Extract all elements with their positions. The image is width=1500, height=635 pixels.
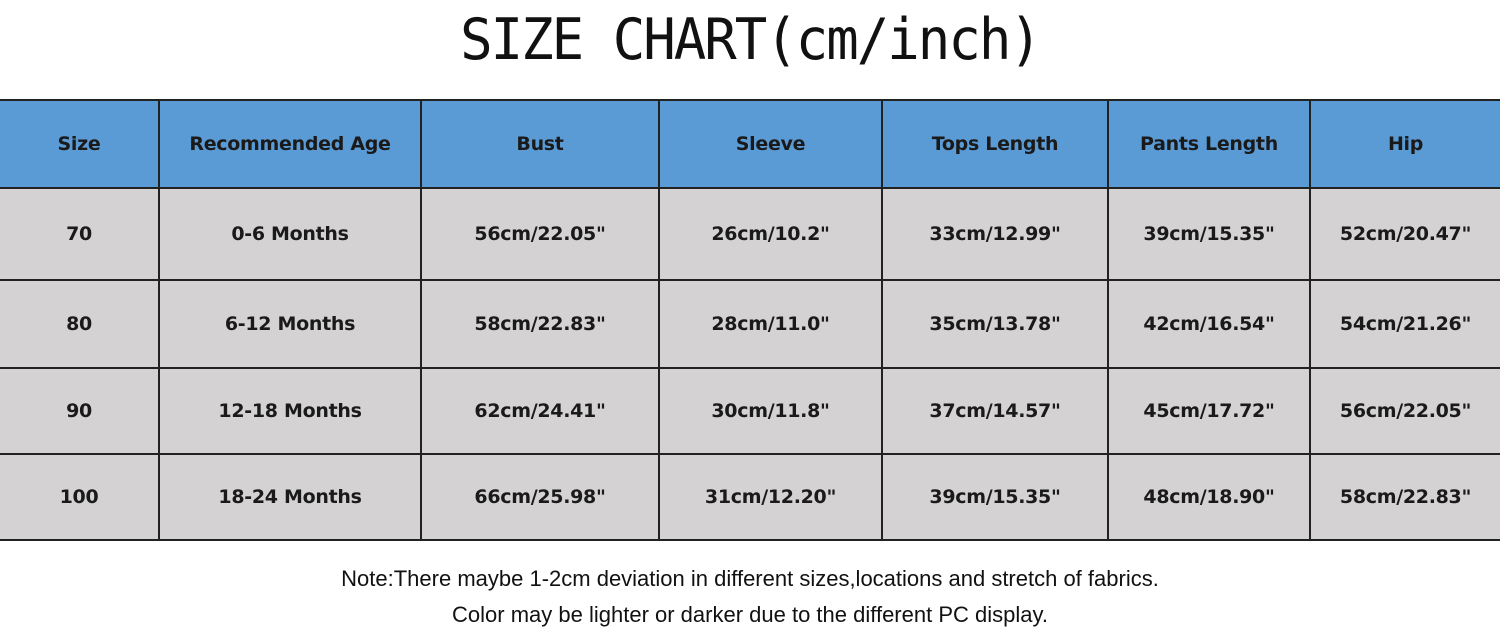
cell-bust: 58cm/22.83" [420, 279, 660, 369]
table-row: 100 18-24 Months 66cm/25.98" 31cm/12.20" 39c… [0, 453, 1500, 541]
cell-pants-length: 45cm/17.72" [1107, 367, 1311, 455]
size-table: Size Recommended Age Bust Sleeve Tops Le… [0, 99, 1500, 541]
cell-age: 18-24 Months [158, 453, 422, 541]
cell-tops-length: 39cm/15.35" [881, 453, 1109, 541]
header-hip: Hip [1309, 99, 1500, 189]
cell-age: 12-18 Months [158, 367, 422, 455]
cell-age: 6-12 Months [158, 279, 422, 369]
cell-tops-length: 33cm/12.99" [881, 187, 1109, 281]
cell-hip: 56cm/22.05" [1309, 367, 1500, 455]
cell-bust: 66cm/25.98" [420, 453, 660, 541]
cell-sleeve: 26cm/10.2" [658, 187, 883, 281]
note-line-1: Note:There maybe 1-2cm deviation in diff… [341, 566, 1159, 591]
table-row: 90 12-18 Months 62cm/24.41" 30cm/11.8" 37cm/… [0, 367, 1500, 455]
cell-hip: 58cm/22.83" [1309, 453, 1500, 541]
cell-hip: 52cm/20.47" [1309, 187, 1500, 281]
cell-pants-length: 42cm/16.54" [1107, 279, 1311, 369]
table-row: 80 6-12 Months 58cm/22.83" 28cm/11.0" 35cm/1… [0, 279, 1500, 369]
cell-sleeve: 30cm/11.8" [658, 367, 883, 455]
header-pants-length: Pants Length [1107, 99, 1311, 189]
cell-bust: 62cm/24.41" [420, 367, 660, 455]
header-bust: Bust [420, 99, 660, 189]
cell-hip: 54cm/21.26" [1309, 279, 1500, 369]
header-tops-length: Tops Length [881, 99, 1109, 189]
cell-tops-length: 37cm/14.57" [881, 367, 1109, 455]
cell-age: 0-6 Months [158, 187, 422, 281]
table-row: 70 0-6 Months 56cm/22.05" 26cm/10.2" 33cm/12… [0, 187, 1500, 281]
header-sleeve: Sleeve [658, 99, 883, 189]
cell-size: 90 [0, 367, 160, 455]
cell-size: 100 [0, 453, 160, 541]
cell-sleeve: 28cm/11.0" [658, 279, 883, 369]
cell-pants-length: 39cm/15.35" [1107, 187, 1311, 281]
header-size: Size [0, 99, 160, 189]
note-line-2: Color may be lighter or darker due to th… [452, 602, 1048, 627]
cell-pants-length: 48cm/18.90" [1107, 453, 1311, 541]
cell-bust: 56cm/22.05" [420, 187, 660, 281]
cell-sleeve: 31cm/12.20" [658, 453, 883, 541]
cell-size: 70 [0, 187, 160, 281]
header-age: Recommended Age [158, 99, 422, 189]
size-chart-title: SIZE CHART(cm/inch) [460, 6, 1042, 73]
cell-tops-length: 35cm/13.78" [881, 279, 1109, 369]
header-row: Size Recommended Age Bust Sleeve Tops Le… [0, 99, 1500, 189]
cell-size: 80 [0, 279, 160, 369]
